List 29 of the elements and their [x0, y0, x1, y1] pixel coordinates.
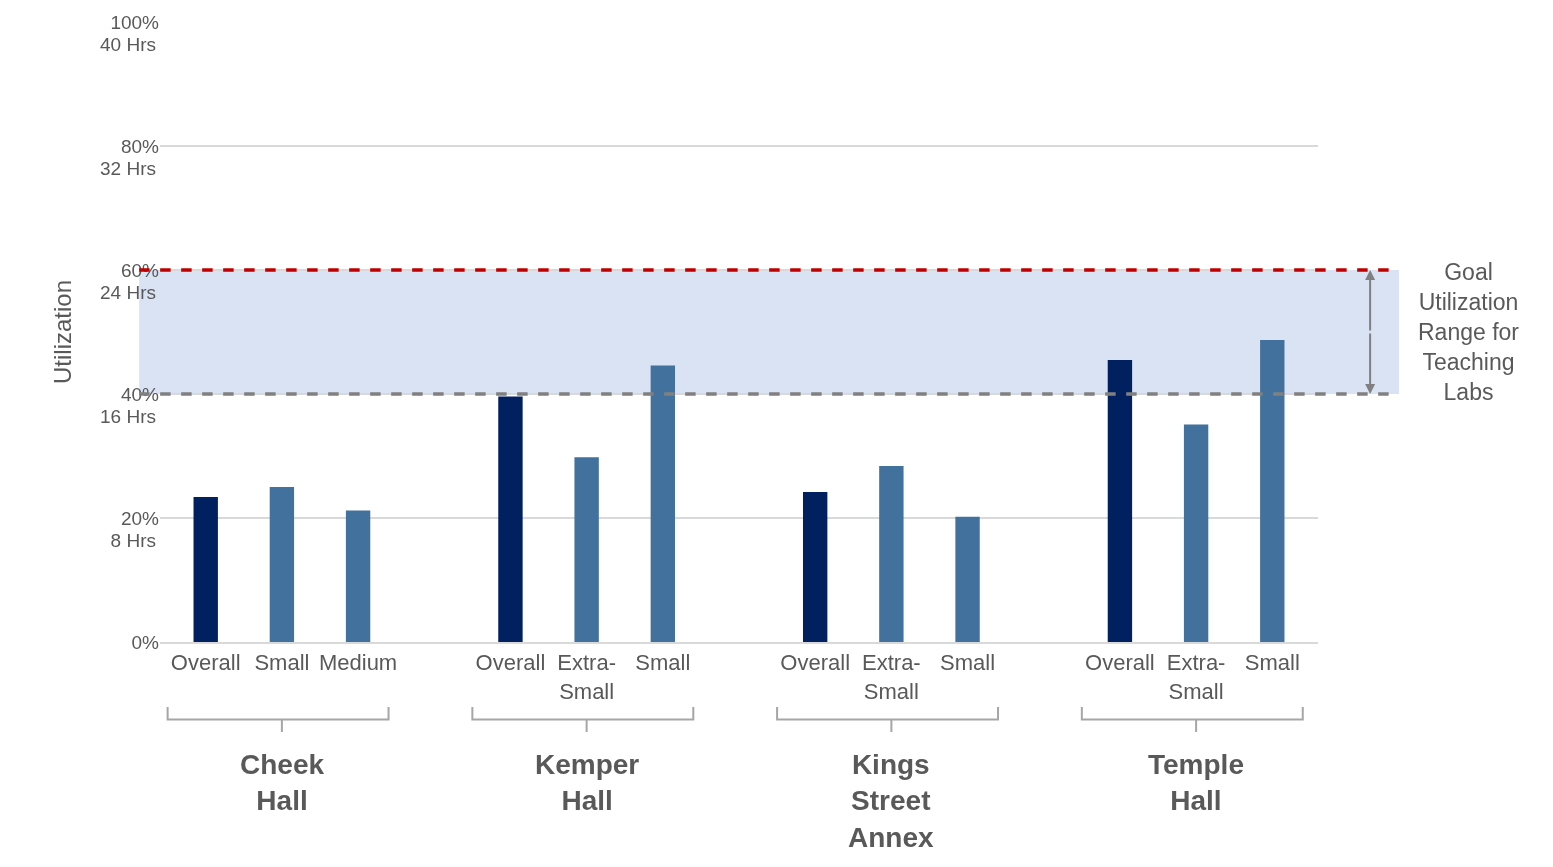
y-tick-label: 60% [120, 259, 160, 281]
y2-tick-label: 40 Hrs [100, 33, 156, 55]
x-tick-label: Overall [1085, 650, 1155, 676]
x-tick-label: Small [254, 650, 310, 676]
y-tick-label: 40% [120, 383, 160, 405]
y2-axis-title: Utilization [49, 279, 77, 385]
text: Kings Street Annex [848, 749, 934, 853]
y2-tick-label: 32 Hrs [100, 157, 156, 179]
x-tick-label: Extra-Small [1166, 650, 1226, 704]
x-tick-label: Overall [475, 650, 546, 676]
y-tick-label: 100% [110, 11, 160, 33]
x-tick-label: Overall [170, 650, 241, 676]
y2-tick-label: 16 Hrs [100, 405, 156, 427]
x-tick-label: Extra-Small [557, 650, 616, 704]
x-tick-label: Small [635, 650, 691, 676]
y2-tick-label: 8 Hrs [110, 529, 156, 551]
y2-tick-label: 24 Hrs [100, 281, 156, 303]
band-label: Goal Utilization Range for Teaching Labs [1418, 259, 1520, 405]
text: Kemper Hall [535, 749, 640, 817]
x-tick-label: Medium [318, 650, 398, 676]
text: Cheek Hall [240, 749, 325, 817]
x-tick-label: Small [940, 650, 996, 676]
y-tick-label: 20% [120, 507, 160, 529]
x-tick-label: Overall [780, 650, 851, 676]
text: Temple Hall [1148, 749, 1244, 817]
x-tick-label: Extra-Small [862, 650, 921, 704]
y-tick-label: 0% [131, 631, 160, 653]
x-tick-label: Small [1244, 650, 1300, 676]
y-tick-label: 80% [120, 135, 160, 157]
